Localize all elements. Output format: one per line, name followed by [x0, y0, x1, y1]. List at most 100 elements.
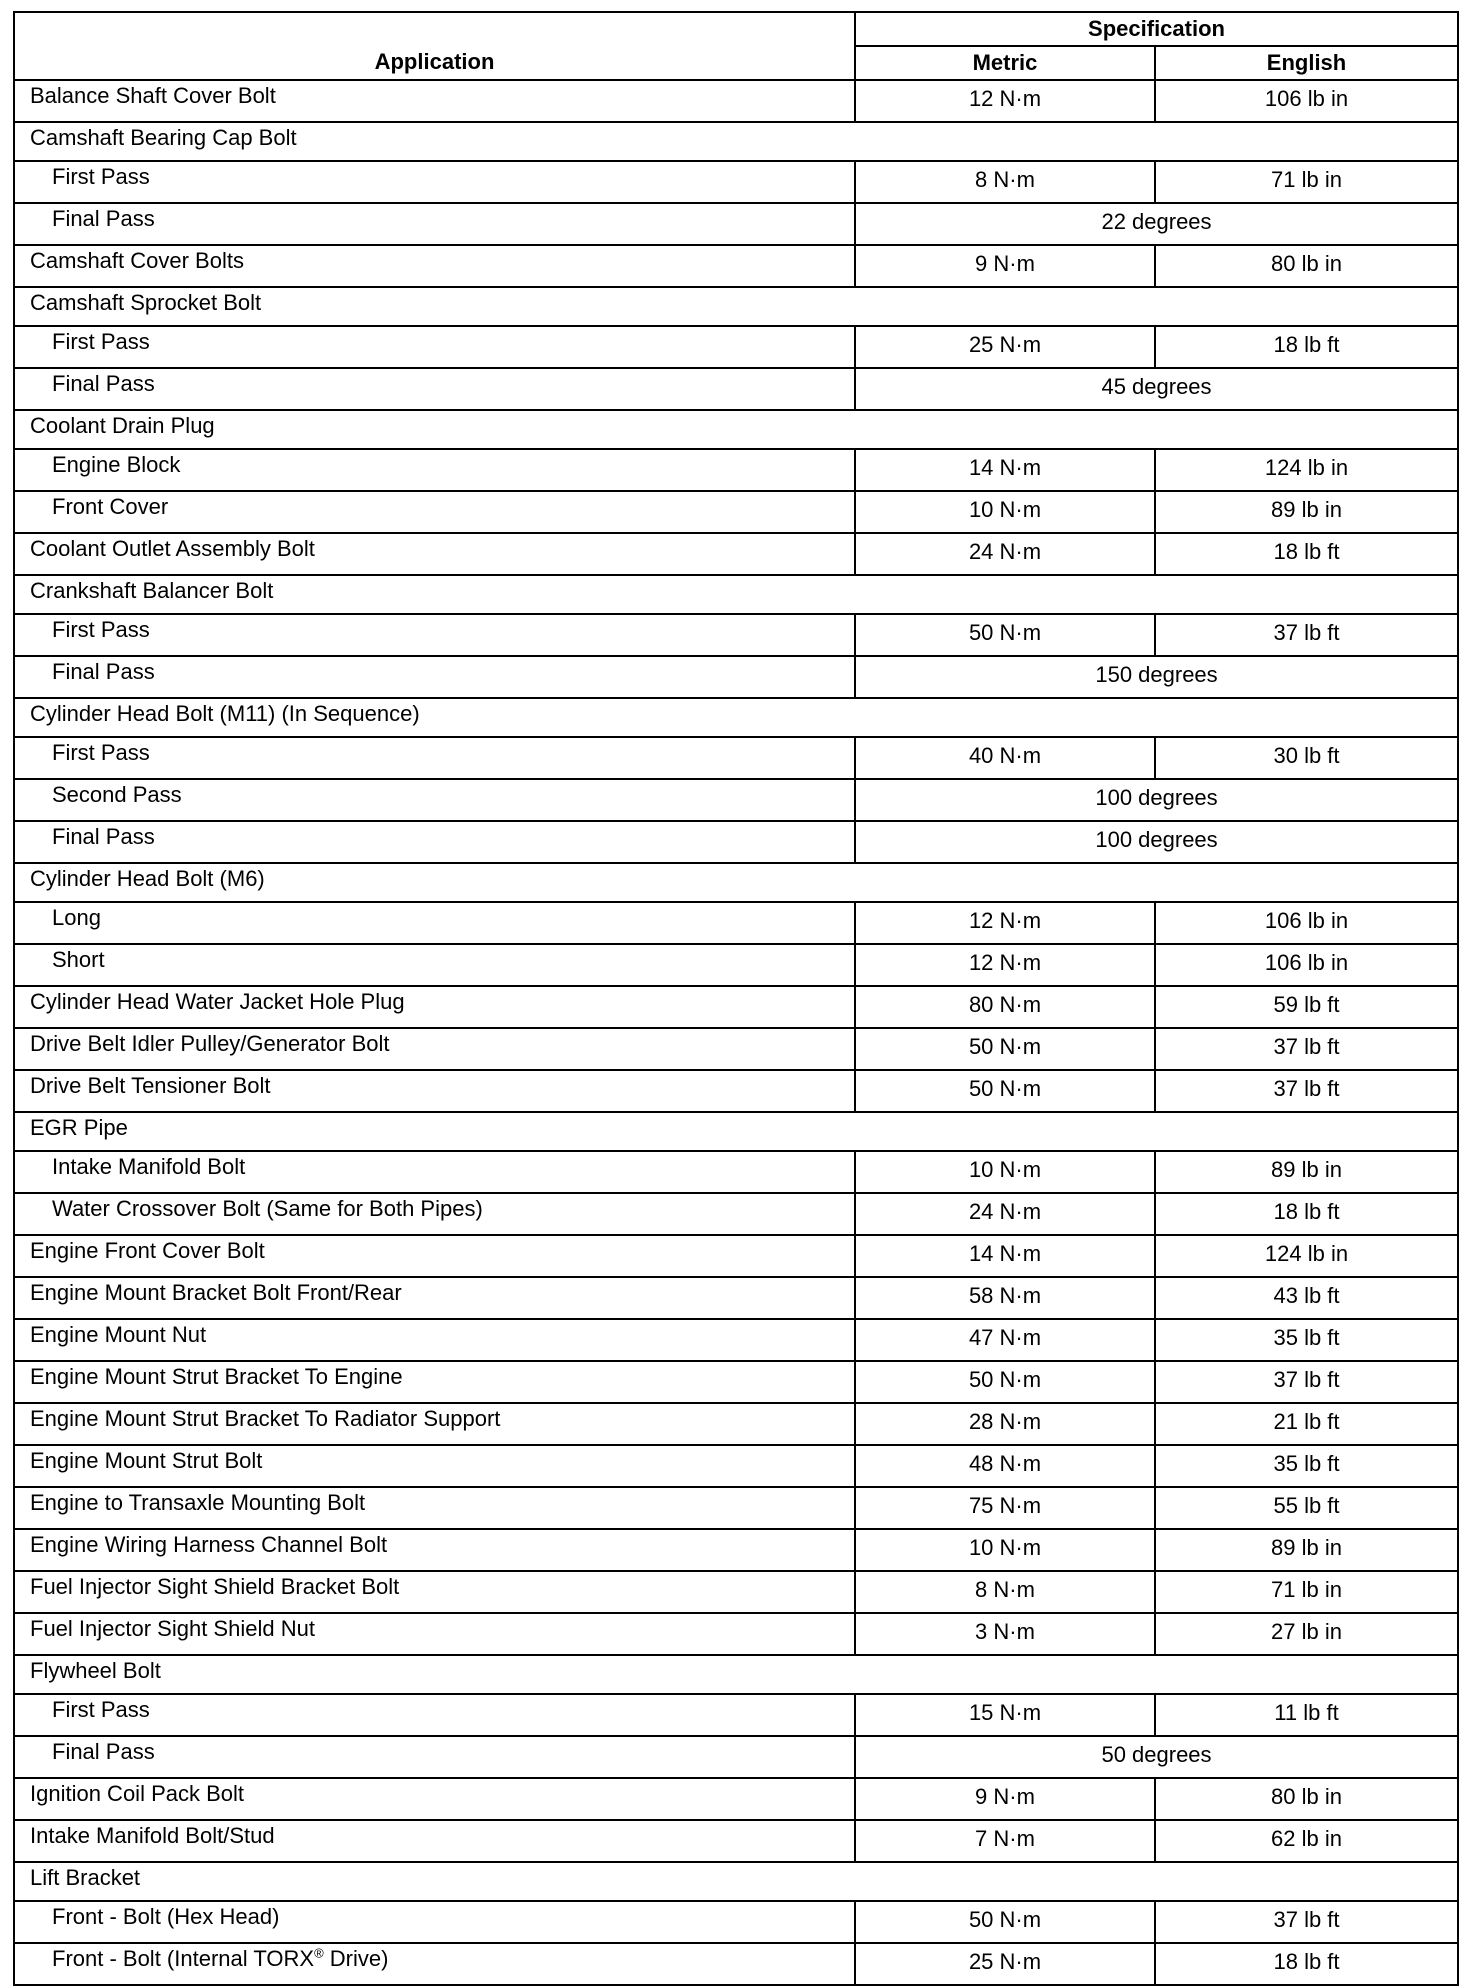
application-cell: Front - Bolt (Internal TORX® Drive) — [13, 1942, 856, 1986]
table-row: Engine Mount Strut Bracket To Radiator S… — [13, 1402, 1460, 1446]
table-body: Balance Shaft Cover Bolt 12 N·m 106 lb in C… — [12, 79, 1460, 1986]
application-cell: Drive Belt Tensioner Bolt — [13, 1069, 856, 1113]
table-row: Drive Belt Idler Pulley/Generator Bolt 50… — [13, 1027, 1460, 1071]
metric-cell: 50 N·m — [854, 1900, 1156, 1944]
application-cell: Flywheel Bolt — [12, 1654, 1460, 1695]
application-cell: Final Pass — [13, 367, 856, 411]
application-cell: First Pass — [13, 1693, 856, 1737]
table-row: Front - Bolt (Internal TORX® Drive) 25 N·… — [13, 1942, 1460, 1986]
metric-cell: 15 N·m — [854, 1693, 1156, 1737]
metric-cell: 8 N·m — [854, 1570, 1156, 1614]
table-group-row: Crankshaft Balancer Bolt — [12, 574, 1460, 615]
metric-cell: 14 N·m — [854, 1234, 1156, 1278]
english-cell: 18 lb ft — [1153, 1192, 1460, 1236]
metric-cell: 25 N·m — [854, 325, 1156, 369]
table-row: Intake Manifold Bolt 10 N·m 89 lb in — [13, 1150, 1460, 1194]
english-cell: 80 lb in — [1153, 1777, 1460, 1821]
metric-cell: 24 N·m — [854, 532, 1156, 576]
english-cell: 21 lb ft — [1153, 1402, 1460, 1446]
table-row: Second Pass 100 degrees — [13, 778, 1460, 822]
metric-cell: 50 N·m — [854, 1027, 1156, 1071]
combined-spec-cell: 150 degrees — [853, 655, 1460, 699]
application-cell: Engine to Transaxle Mounting Bolt — [13, 1486, 856, 1530]
table-row: Cylinder Head Water Jacket Hole Plug 80 N… — [13, 985, 1460, 1029]
application-cell: Long — [13, 901, 856, 945]
english-cell: 18 lb ft — [1153, 532, 1460, 576]
english-cell: 71 lb in — [1153, 160, 1460, 204]
metric-cell: 10 N·m — [854, 1150, 1156, 1194]
table-group-row: Flywheel Bolt — [12, 1654, 1460, 1695]
application-cell: Intake Manifold Bolt/Stud — [13, 1819, 856, 1863]
metric-cell: 10 N·m — [854, 490, 1156, 534]
english-cell: 43 lb ft — [1153, 1276, 1460, 1320]
application-cell: Camshaft Cover Bolts — [13, 244, 856, 288]
application-cell: Cylinder Head Bolt (M11) (In Sequence) — [12, 697, 1460, 738]
table-row: Final Pass 22 degrees — [13, 202, 1460, 246]
metric-cell: 50 N·m — [854, 613, 1156, 657]
combined-spec-cell: 50 degrees — [853, 1735, 1460, 1779]
english-cell: 37 lb ft — [1153, 1900, 1460, 1944]
metric-cell: 8 N·m — [854, 160, 1156, 204]
table-row: Water Crossover Bolt (Same for Both Pipe… — [13, 1192, 1460, 1236]
metric-cell: 9 N·m — [854, 1777, 1156, 1821]
application-cell: Drive Belt Idler Pulley/Generator Bolt — [13, 1027, 856, 1071]
table-row: First Pass 8 N·m 71 lb in — [13, 160, 1460, 204]
metric-header: Metric — [854, 45, 1156, 81]
table-row: Long 12 N·m 106 lb in — [13, 901, 1460, 945]
metric-cell: 25 N·m — [854, 1942, 1156, 1986]
application-cell: Engine Mount Strut Bracket To Engine — [13, 1360, 856, 1404]
metric-cell: 47 N·m — [854, 1318, 1156, 1362]
english-cell: 62 lb in — [1153, 1819, 1460, 1863]
application-cell: EGR Pipe — [12, 1111, 1460, 1152]
torque-specification-table: Application Specification Metric English… — [12, 11, 1460, 1986]
metric-cell: 28 N·m — [854, 1402, 1156, 1446]
application-cell: Coolant Drain Plug — [12, 409, 1460, 450]
table-group-row: Camshaft Sprocket Bolt — [12, 286, 1460, 327]
table-row: Engine Mount Bracket Bolt Front/Rear 58 N… — [13, 1276, 1460, 1320]
table-row: Engine Mount Strut Bracket To Engine 50 N… — [13, 1360, 1460, 1404]
application-cell: Engine Wiring Harness Channel Bolt — [13, 1528, 856, 1572]
table-row: Front - Bolt (Hex Head) 50 N·m 37 lb ft — [13, 1900, 1460, 1944]
table-row: Drive Belt Tensioner Bolt 50 N·m 37 lb ft — [13, 1069, 1460, 1113]
english-cell: 11 lb ft — [1153, 1693, 1460, 1737]
application-cell: First Pass — [13, 160, 856, 204]
english-cell: 89 lb in — [1153, 1150, 1460, 1194]
table-row: Fuel Injector Sight Shield Nut 3 N·m 27 lb… — [13, 1612, 1460, 1656]
metric-cell: 10 N·m — [854, 1528, 1156, 1572]
table-row: Front Cover 10 N·m 89 lb in — [13, 490, 1460, 534]
application-cell: Engine Mount Nut — [13, 1318, 856, 1362]
table-row: Final Pass 150 degrees — [13, 655, 1460, 699]
table-row: Engine Mount Strut Bolt 48 N·m 35 lb ft — [13, 1444, 1460, 1488]
table-group-row: Coolant Drain Plug — [12, 409, 1460, 450]
application-cell: Short — [13, 943, 856, 987]
english-cell: 124 lb in — [1153, 448, 1460, 492]
table-row: Short 12 N·m 106 lb in — [13, 943, 1460, 987]
metric-cell: 40 N·m — [854, 736, 1156, 780]
table-row: Balance Shaft Cover Bolt 12 N·m 106 lb in — [13, 79, 1460, 123]
application-cell: First Pass — [13, 325, 856, 369]
application-cell: Fuel Injector Sight Shield Nut — [13, 1612, 856, 1656]
english-header: English — [1153, 45, 1460, 81]
combined-spec-cell: 100 degrees — [853, 820, 1460, 864]
application-cell: Final Pass — [13, 1735, 856, 1779]
metric-cell: 7 N·m — [854, 1819, 1156, 1863]
table-row: First Pass 25 N·m 18 lb ft — [13, 325, 1460, 369]
table-row: Engine Front Cover Bolt 14 N·m 124 lb in — [13, 1234, 1460, 1278]
application-cell: Intake Manifold Bolt — [13, 1150, 856, 1194]
application-cell: Crankshaft Balancer Bolt — [12, 574, 1460, 615]
application-cell: Engine Mount Strut Bolt — [13, 1444, 856, 1488]
table-group-row: Cylinder Head Bolt (M11) (In Sequence) — [12, 697, 1460, 738]
application-cell: Coolant Outlet Assembly Bolt — [13, 532, 856, 576]
metric-cell: 24 N·m — [854, 1192, 1156, 1236]
english-cell: 30 lb ft — [1153, 736, 1460, 780]
application-cell: Front - Bolt (Hex Head) — [13, 1900, 856, 1944]
application-header: Application — [13, 11, 856, 81]
english-cell: 59 lb ft — [1153, 985, 1460, 1029]
application-cell: Engine Front Cover Bolt — [13, 1234, 856, 1278]
application-cell: Second Pass — [13, 778, 856, 822]
table-row: Coolant Outlet Assembly Bolt 24 N·m 18 lb … — [13, 532, 1460, 576]
table-row: Final Pass 50 degrees — [13, 1735, 1460, 1779]
table-row: Engine to Transaxle Mounting Bolt 75 N·m 5… — [13, 1486, 1460, 1530]
table-group-row: EGR Pipe — [12, 1111, 1460, 1152]
english-cell: 37 lb ft — [1153, 1360, 1460, 1404]
